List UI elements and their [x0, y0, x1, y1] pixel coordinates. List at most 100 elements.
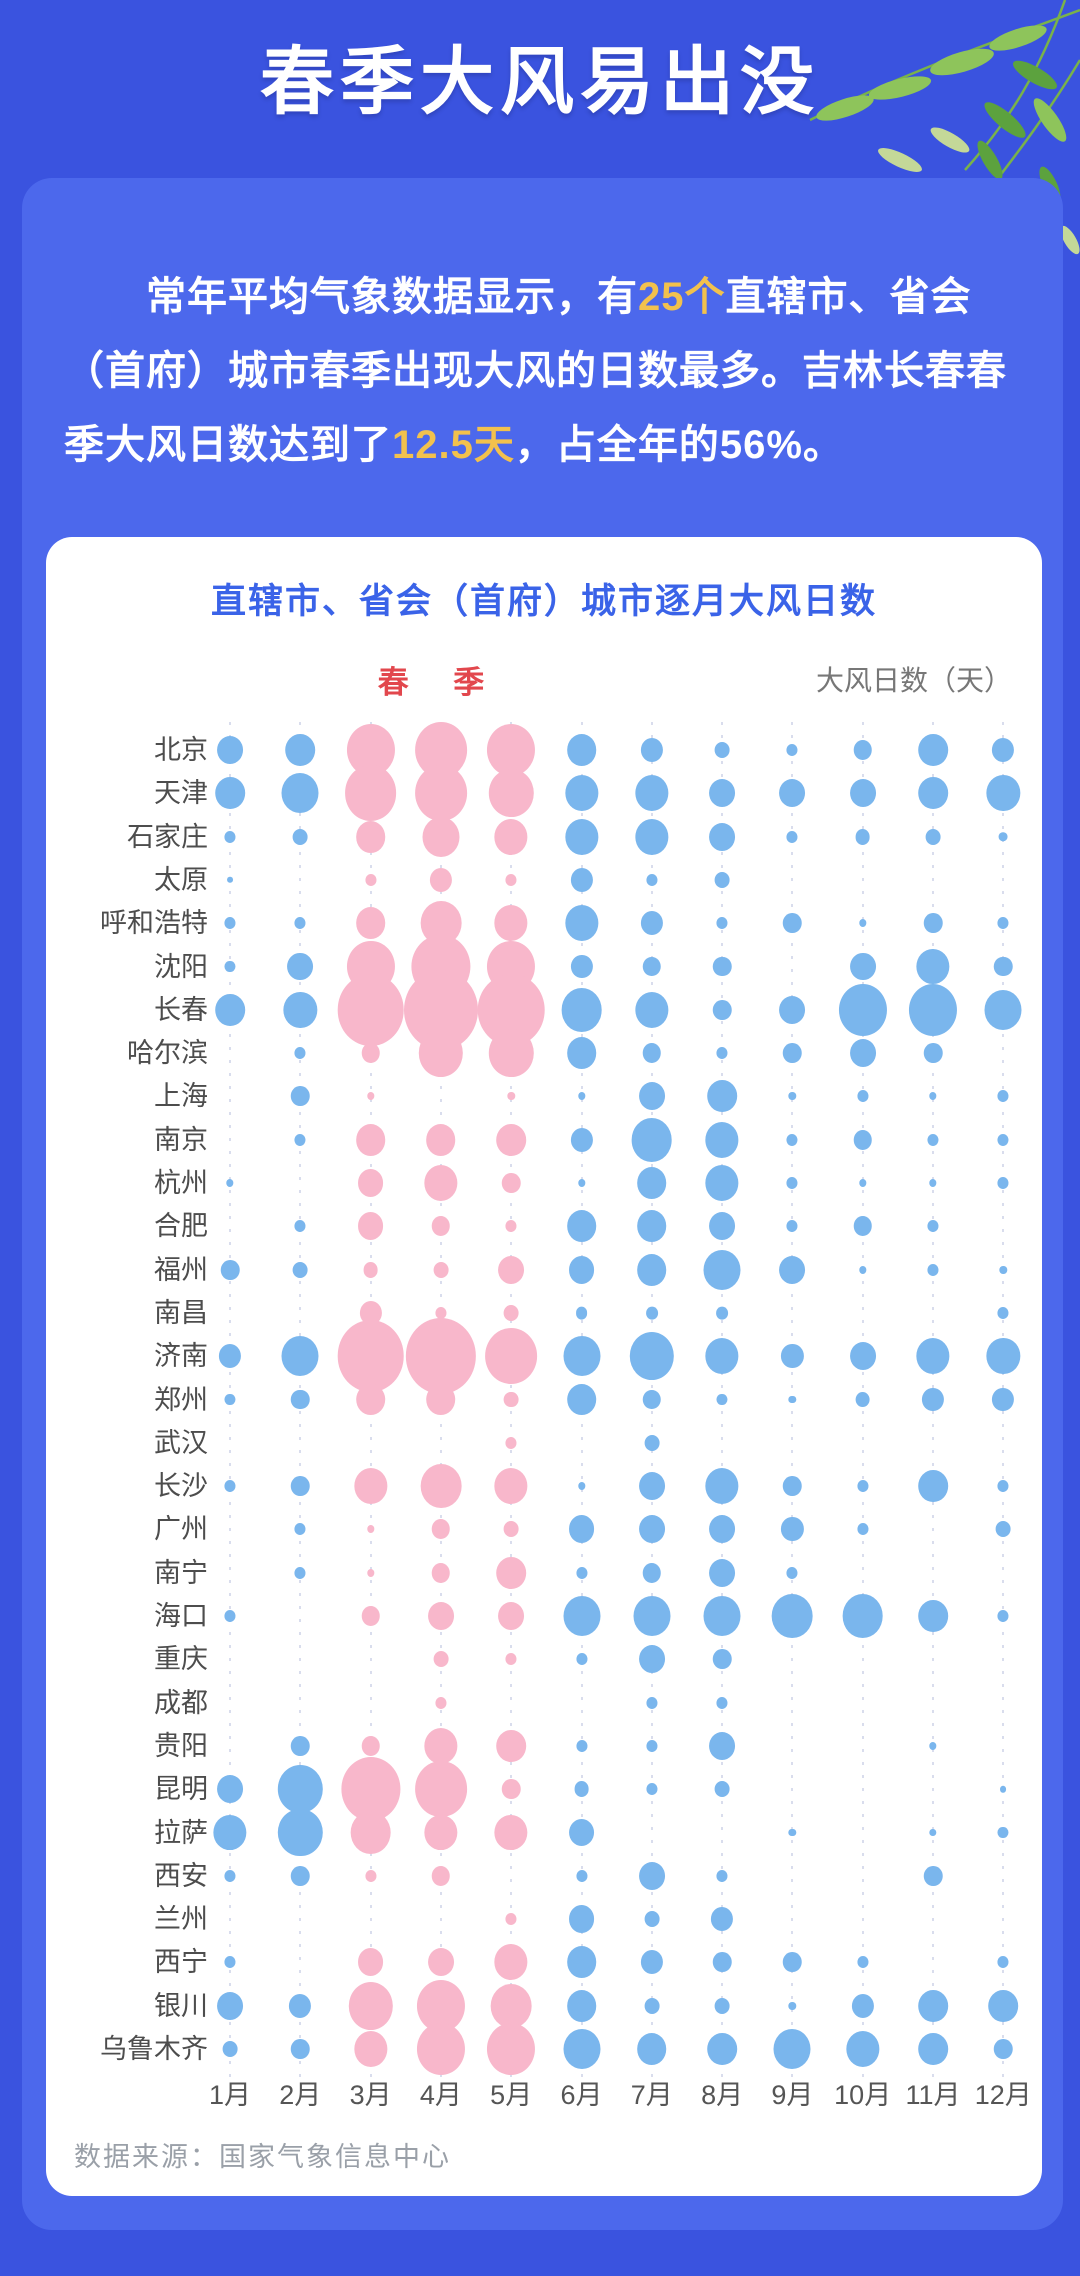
- wind-days-bubble: [278, 1808, 323, 1857]
- city-row-label: 济南: [154, 1341, 208, 1372]
- wind-days-bubble: [422, 816, 460, 857]
- wind-days-bubble: [788, 1395, 797, 1404]
- wind-days-bubble: [215, 993, 245, 1026]
- wind-days-bubble: [294, 1047, 306, 1060]
- wind-days-bubble: [779, 995, 806, 1024]
- wind-days-bubble: [227, 876, 233, 884]
- wind-days-bubble: [561, 987, 602, 1032]
- wind-days-bubble: [986, 775, 1020, 812]
- wind-days-bubble: [783, 913, 802, 934]
- wind-days-bubble: [858, 1265, 867, 1274]
- wind-days-bubble: [291, 1735, 310, 1756]
- wind-days-bubble: [289, 1993, 312, 2018]
- wind-days-bubble: [849, 1039, 876, 1068]
- city-row-label: 武汉: [154, 1427, 208, 1458]
- city-row-label: 南宁: [154, 1557, 208, 1588]
- highlighted-value: 25个: [638, 275, 726, 319]
- x-axis-month-label: 5月: [490, 2080, 533, 2110]
- wind-days-bubble: [783, 1476, 802, 1497]
- wind-days-bubble: [707, 2033, 737, 2065]
- wind-days-bubble: [927, 1133, 939, 1146]
- wind-days-bubble: [224, 1869, 236, 1882]
- wind-days-bubble: [997, 917, 1009, 930]
- wind-days-bubble: [705, 1121, 739, 1158]
- wind-days-bubble: [858, 1179, 867, 1187]
- wind-days-bubble: [772, 1594, 813, 1638]
- wind-days-bubble: [629, 1332, 674, 1381]
- city-row-label: 乌鲁木齐: [100, 2034, 208, 2064]
- wind-days-bubble: [644, 1911, 660, 1928]
- wind-days-bubble: [918, 2033, 948, 2065]
- wind-days-bubble: [424, 1814, 458, 1851]
- spring-season-label: 春 季: [377, 665, 503, 700]
- city-row-label: 银川: [154, 1990, 208, 2021]
- wind-days-bubble: [505, 873, 517, 886]
- wind-days-bubble: [570, 954, 593, 979]
- wind-days-bubble: [291, 2039, 310, 2059]
- wind-days-bubble: [575, 1306, 588, 1320]
- wind-days-bubble: [224, 960, 236, 973]
- wind-days-bubble: [568, 1515, 595, 1544]
- wind-days-bubble: [487, 2023, 536, 2075]
- wind-days-bubble: [918, 1600, 948, 1632]
- wind-days-bubble: [496, 1123, 526, 1156]
- wind-days-bubble: [357, 1169, 384, 1197]
- city-row-label: 上海: [154, 1081, 208, 1112]
- wind-days-bubble: [779, 1255, 806, 1284]
- wind-days-bubble: [490, 1983, 532, 2028]
- wind-days-bubble: [646, 1739, 658, 1752]
- wind-days-bubble: [433, 1261, 449, 1278]
- wind-days-bubble: [361, 1606, 380, 1626]
- wind-days-bubble: [779, 779, 806, 808]
- city-row-label: 北京: [154, 735, 208, 765]
- city-row-label: 南昌: [154, 1297, 208, 1328]
- wind-days-bubble: [424, 1165, 458, 1201]
- wind-days-bubble: [416, 2023, 465, 2075]
- wind-days-bubble: [283, 991, 317, 1028]
- wind-days-bubble: [929, 1828, 937, 1837]
- wind-days-bubble: [849, 1342, 876, 1371]
- wind-days-bubble: [217, 736, 243, 764]
- wind-days-bubble: [635, 991, 669, 1028]
- wind-days-bubble: [640, 738, 663, 762]
- wind-days-bubble: [431, 1216, 451, 1237]
- wind-days-bubble: [918, 734, 948, 766]
- wind-days-bubble: [781, 1344, 804, 1369]
- intro-paragraph: 常年平均气象数据显示，有25个直辖市、省会（首府）城市春季出现大风的日数最多。吉…: [64, 260, 1026, 482]
- wind-days-bubble: [291, 1086, 310, 1107]
- wind-days-bubble: [487, 724, 536, 776]
- x-axis-month-label: 9月: [771, 2080, 814, 2110]
- wind-days-bubble: [929, 1741, 937, 1750]
- wind-days-bubble: [424, 1727, 458, 1764]
- wind-days-bubble: [997, 1956, 1009, 1969]
- x-axis-month-label: 4月: [419, 2080, 462, 2110]
- wind-days-bubble: [709, 1515, 736, 1544]
- wind-days-bubble: [427, 1948, 454, 1977]
- wind-days-bubble: [224, 917, 236, 930]
- wind-days-bubble: [348, 1981, 393, 2030]
- wind-days-bubble: [566, 1383, 597, 1416]
- wind-days-bubble: [213, 1814, 247, 1851]
- wind-days-bubble: [908, 983, 958, 1036]
- wind-days-bubble: [637, 1167, 667, 1199]
- wind-days-bubble: [923, 913, 943, 934]
- wind-days-bubble: [366, 1092, 375, 1101]
- wind-days-bubble: [709, 779, 736, 808]
- wind-days-bubble: [997, 1090, 1009, 1103]
- wind-days-bubble: [853, 1216, 872, 1237]
- wind-days-bubble: [494, 905, 528, 942]
- wind-days-bubble: [716, 1696, 728, 1709]
- wind-days-bubble: [992, 1387, 1015, 1412]
- wind-days-bubble: [355, 820, 386, 853]
- wind-days-bubble: [501, 1173, 521, 1193]
- wind-days-bubble: [631, 1117, 673, 1162]
- city-row-label: 海口: [154, 1601, 208, 1631]
- wind-days-bubble: [435, 1306, 447, 1319]
- wind-days-bubble: [577, 1482, 586, 1491]
- wind-days-bubble: [507, 1092, 515, 1101]
- wind-days-bubble: [781, 1517, 804, 1542]
- wind-days-bubble: [435, 1696, 447, 1709]
- x-axis-month-label: 3月: [349, 2080, 392, 2110]
- wind-days-bubble: [786, 1220, 798, 1233]
- wind-days-bubble: [923, 1043, 943, 1064]
